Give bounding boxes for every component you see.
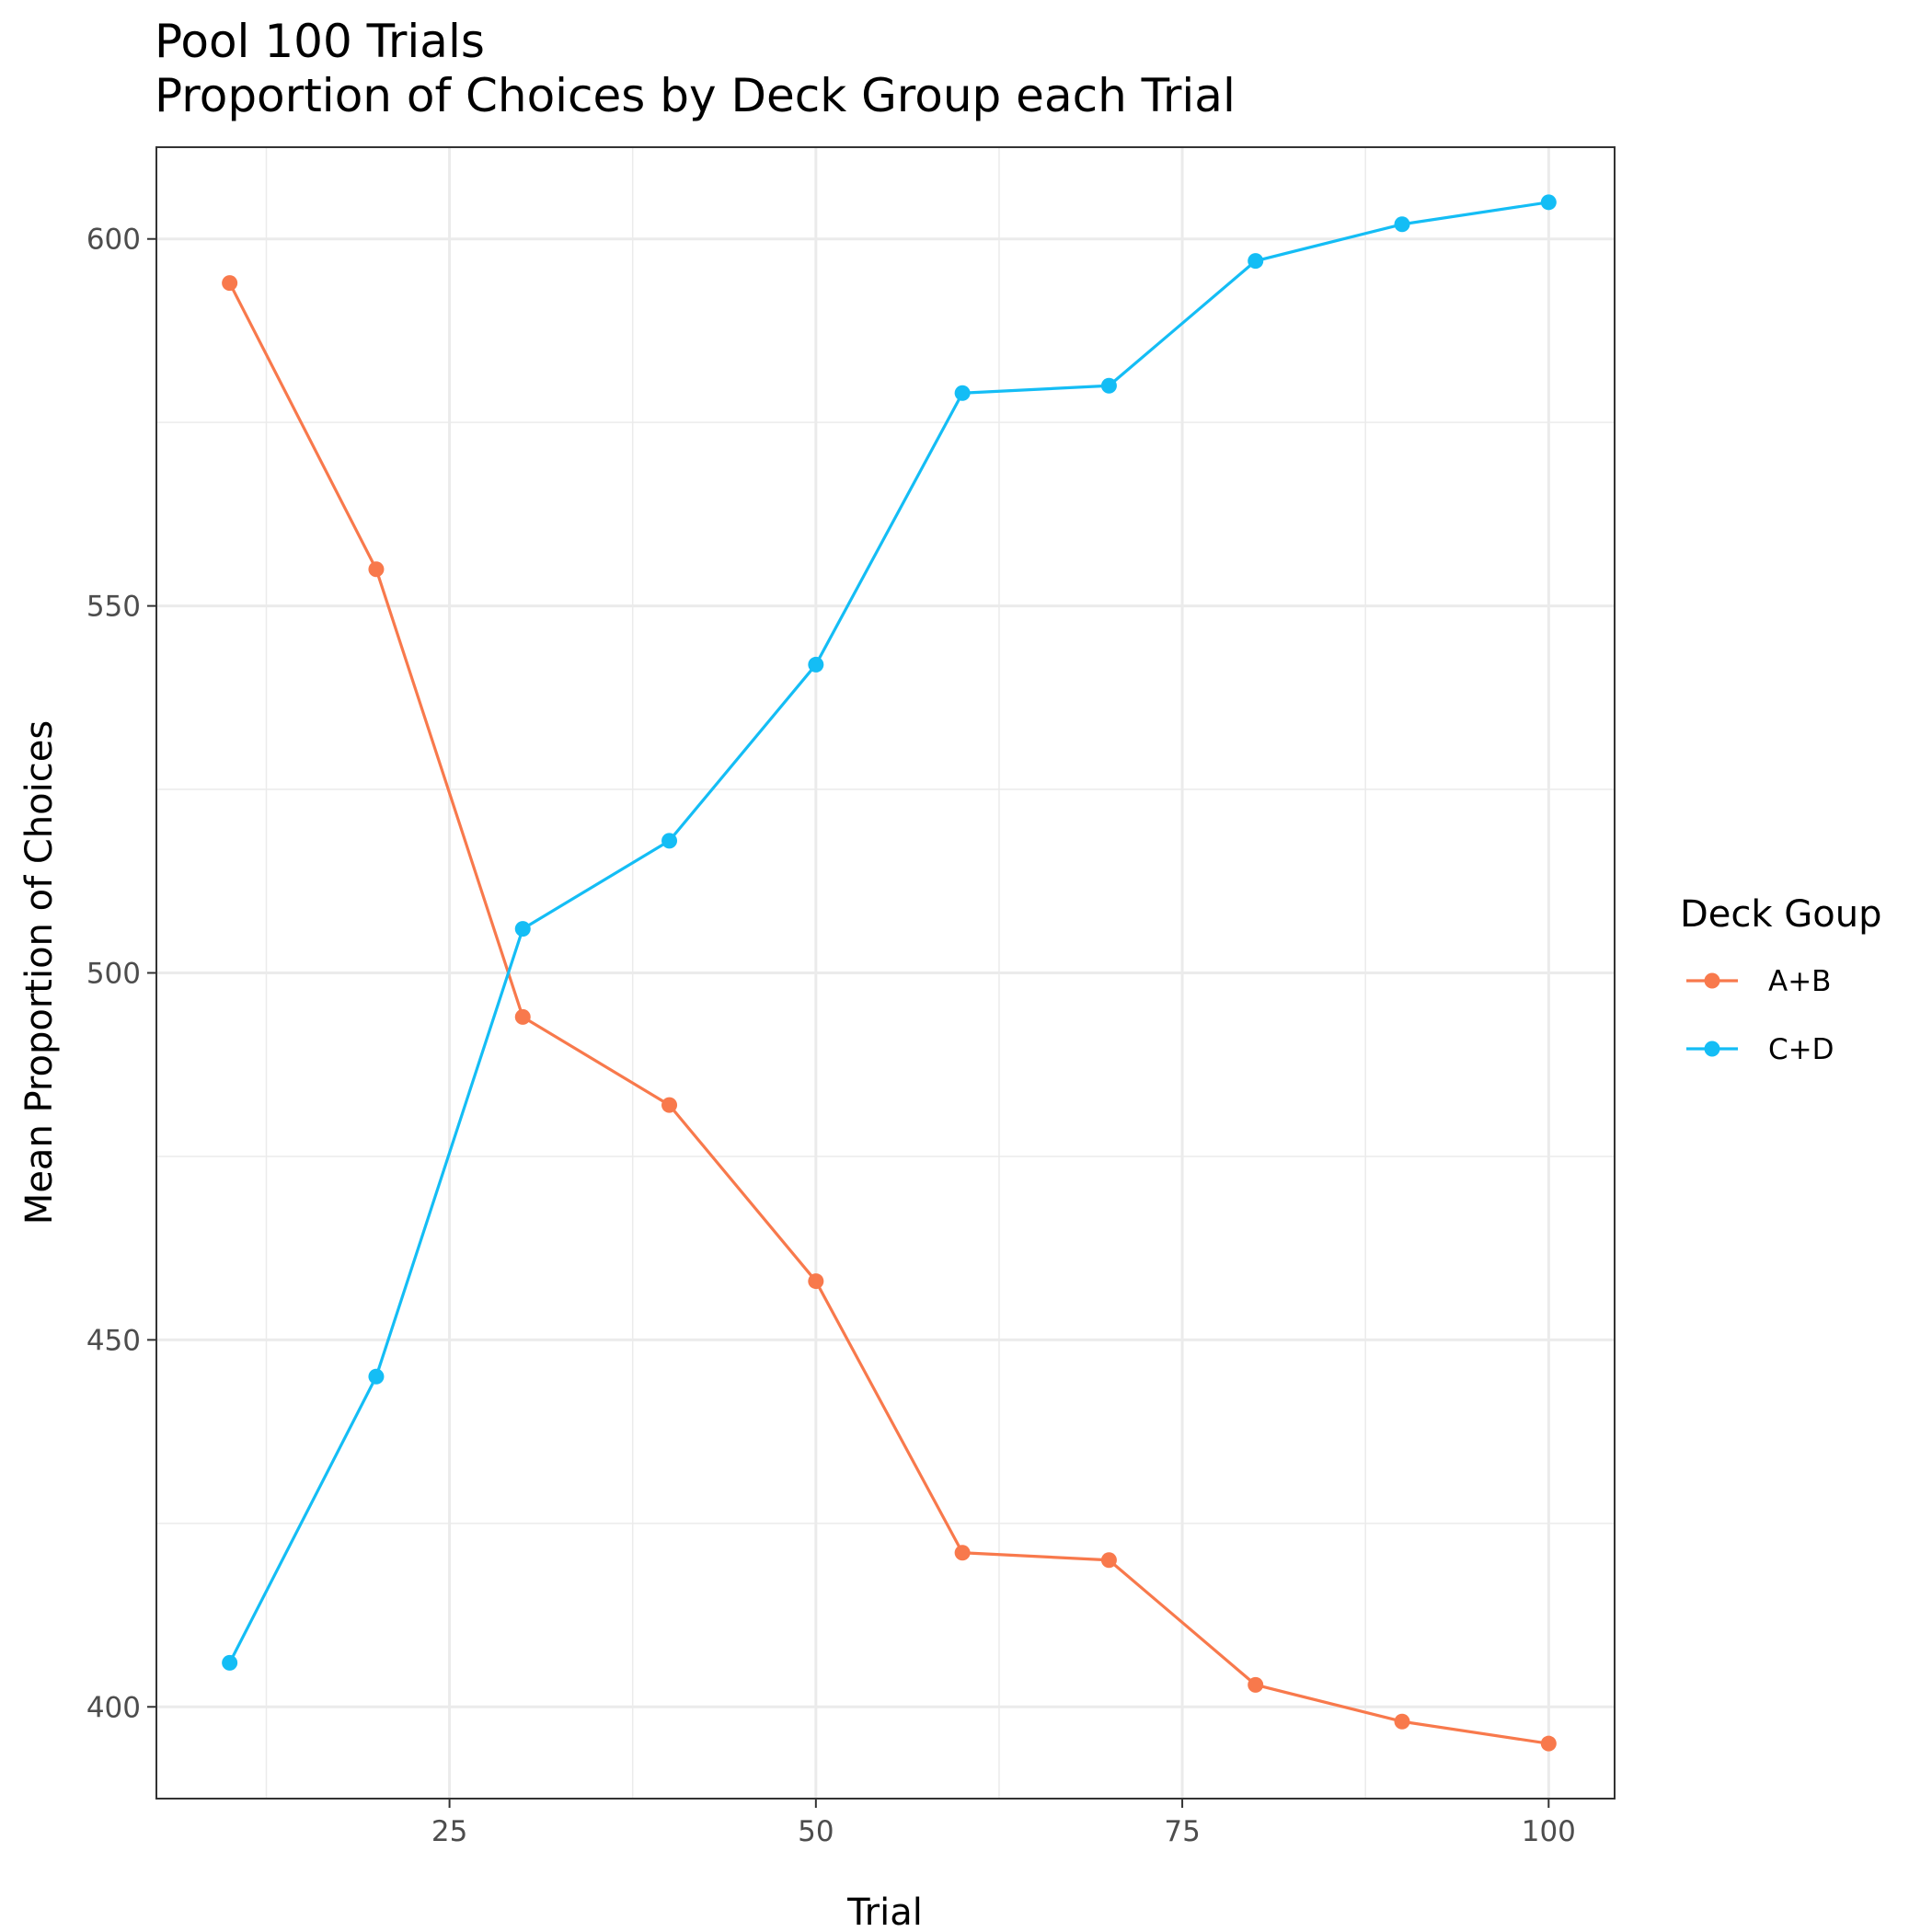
data-point — [1540, 194, 1557, 211]
data-point — [1248, 1676, 1264, 1693]
data-point — [1100, 377, 1117, 394]
legend-label: C+D — [1768, 1033, 1834, 1066]
x-tick-label: 100 — [1522, 1815, 1576, 1848]
data-point — [514, 921, 531, 937]
legend-item: A+B — [1686, 965, 1831, 998]
legend-key-point — [1704, 1041, 1720, 1057]
chart-subtitle: Proportion of Choices by Deck Group each… — [155, 69, 1236, 122]
data-point — [1540, 1735, 1557, 1752]
x-axis: 25 50 75 100 — [431, 1799, 1576, 1848]
data-point — [808, 1273, 824, 1290]
x-tick-label: 75 — [1164, 1815, 1200, 1848]
x-tick-label: 25 — [431, 1815, 467, 1848]
y-tick-label: 600 — [86, 224, 141, 257]
legend-title: Deck Goup — [1680, 893, 1882, 936]
legend-item: C+D — [1686, 1033, 1834, 1066]
y-tick-label: 500 — [86, 958, 141, 991]
data-point — [368, 561, 385, 578]
data-point — [1248, 253, 1264, 270]
data-point — [954, 1545, 971, 1561]
data-point — [1100, 1552, 1117, 1569]
series-layer — [222, 194, 1557, 1752]
data-point — [222, 275, 238, 292]
plot-panel — [155, 146, 1616, 1800]
data-point — [222, 1654, 238, 1671]
data-point — [368, 1368, 385, 1385]
series-c-d — [222, 194, 1557, 1671]
data-point — [514, 1008, 531, 1025]
data-point — [808, 656, 824, 673]
data-point — [661, 833, 678, 849]
series-line — [228, 201, 1549, 1664]
y-tick-label: 550 — [86, 591, 141, 624]
data-point — [1394, 216, 1410, 233]
series-line — [228, 282, 1549, 1745]
chart-title: Pool 100 Trials — [155, 15, 485, 68]
data-point — [1394, 1713, 1410, 1730]
legend-key-point — [1704, 972, 1720, 989]
x-tick-label: 50 — [798, 1815, 834, 1848]
data-point — [661, 1097, 678, 1113]
x-axis-title: Trial — [846, 1892, 923, 1932]
legend-label: A+B — [1768, 965, 1831, 998]
legend: Deck Goup A+B C+D — [1680, 893, 1882, 1066]
series-a-b — [222, 275, 1557, 1752]
grid-major — [156, 147, 1615, 1799]
y-tick-label: 400 — [86, 1691, 141, 1724]
data-point — [954, 385, 971, 401]
y-tick-label: 450 — [86, 1324, 141, 1357]
y-axis: 400 450 500 550 600 — [86, 224, 156, 1724]
y-axis-title: Mean Proportion of Choices — [18, 720, 61, 1225]
